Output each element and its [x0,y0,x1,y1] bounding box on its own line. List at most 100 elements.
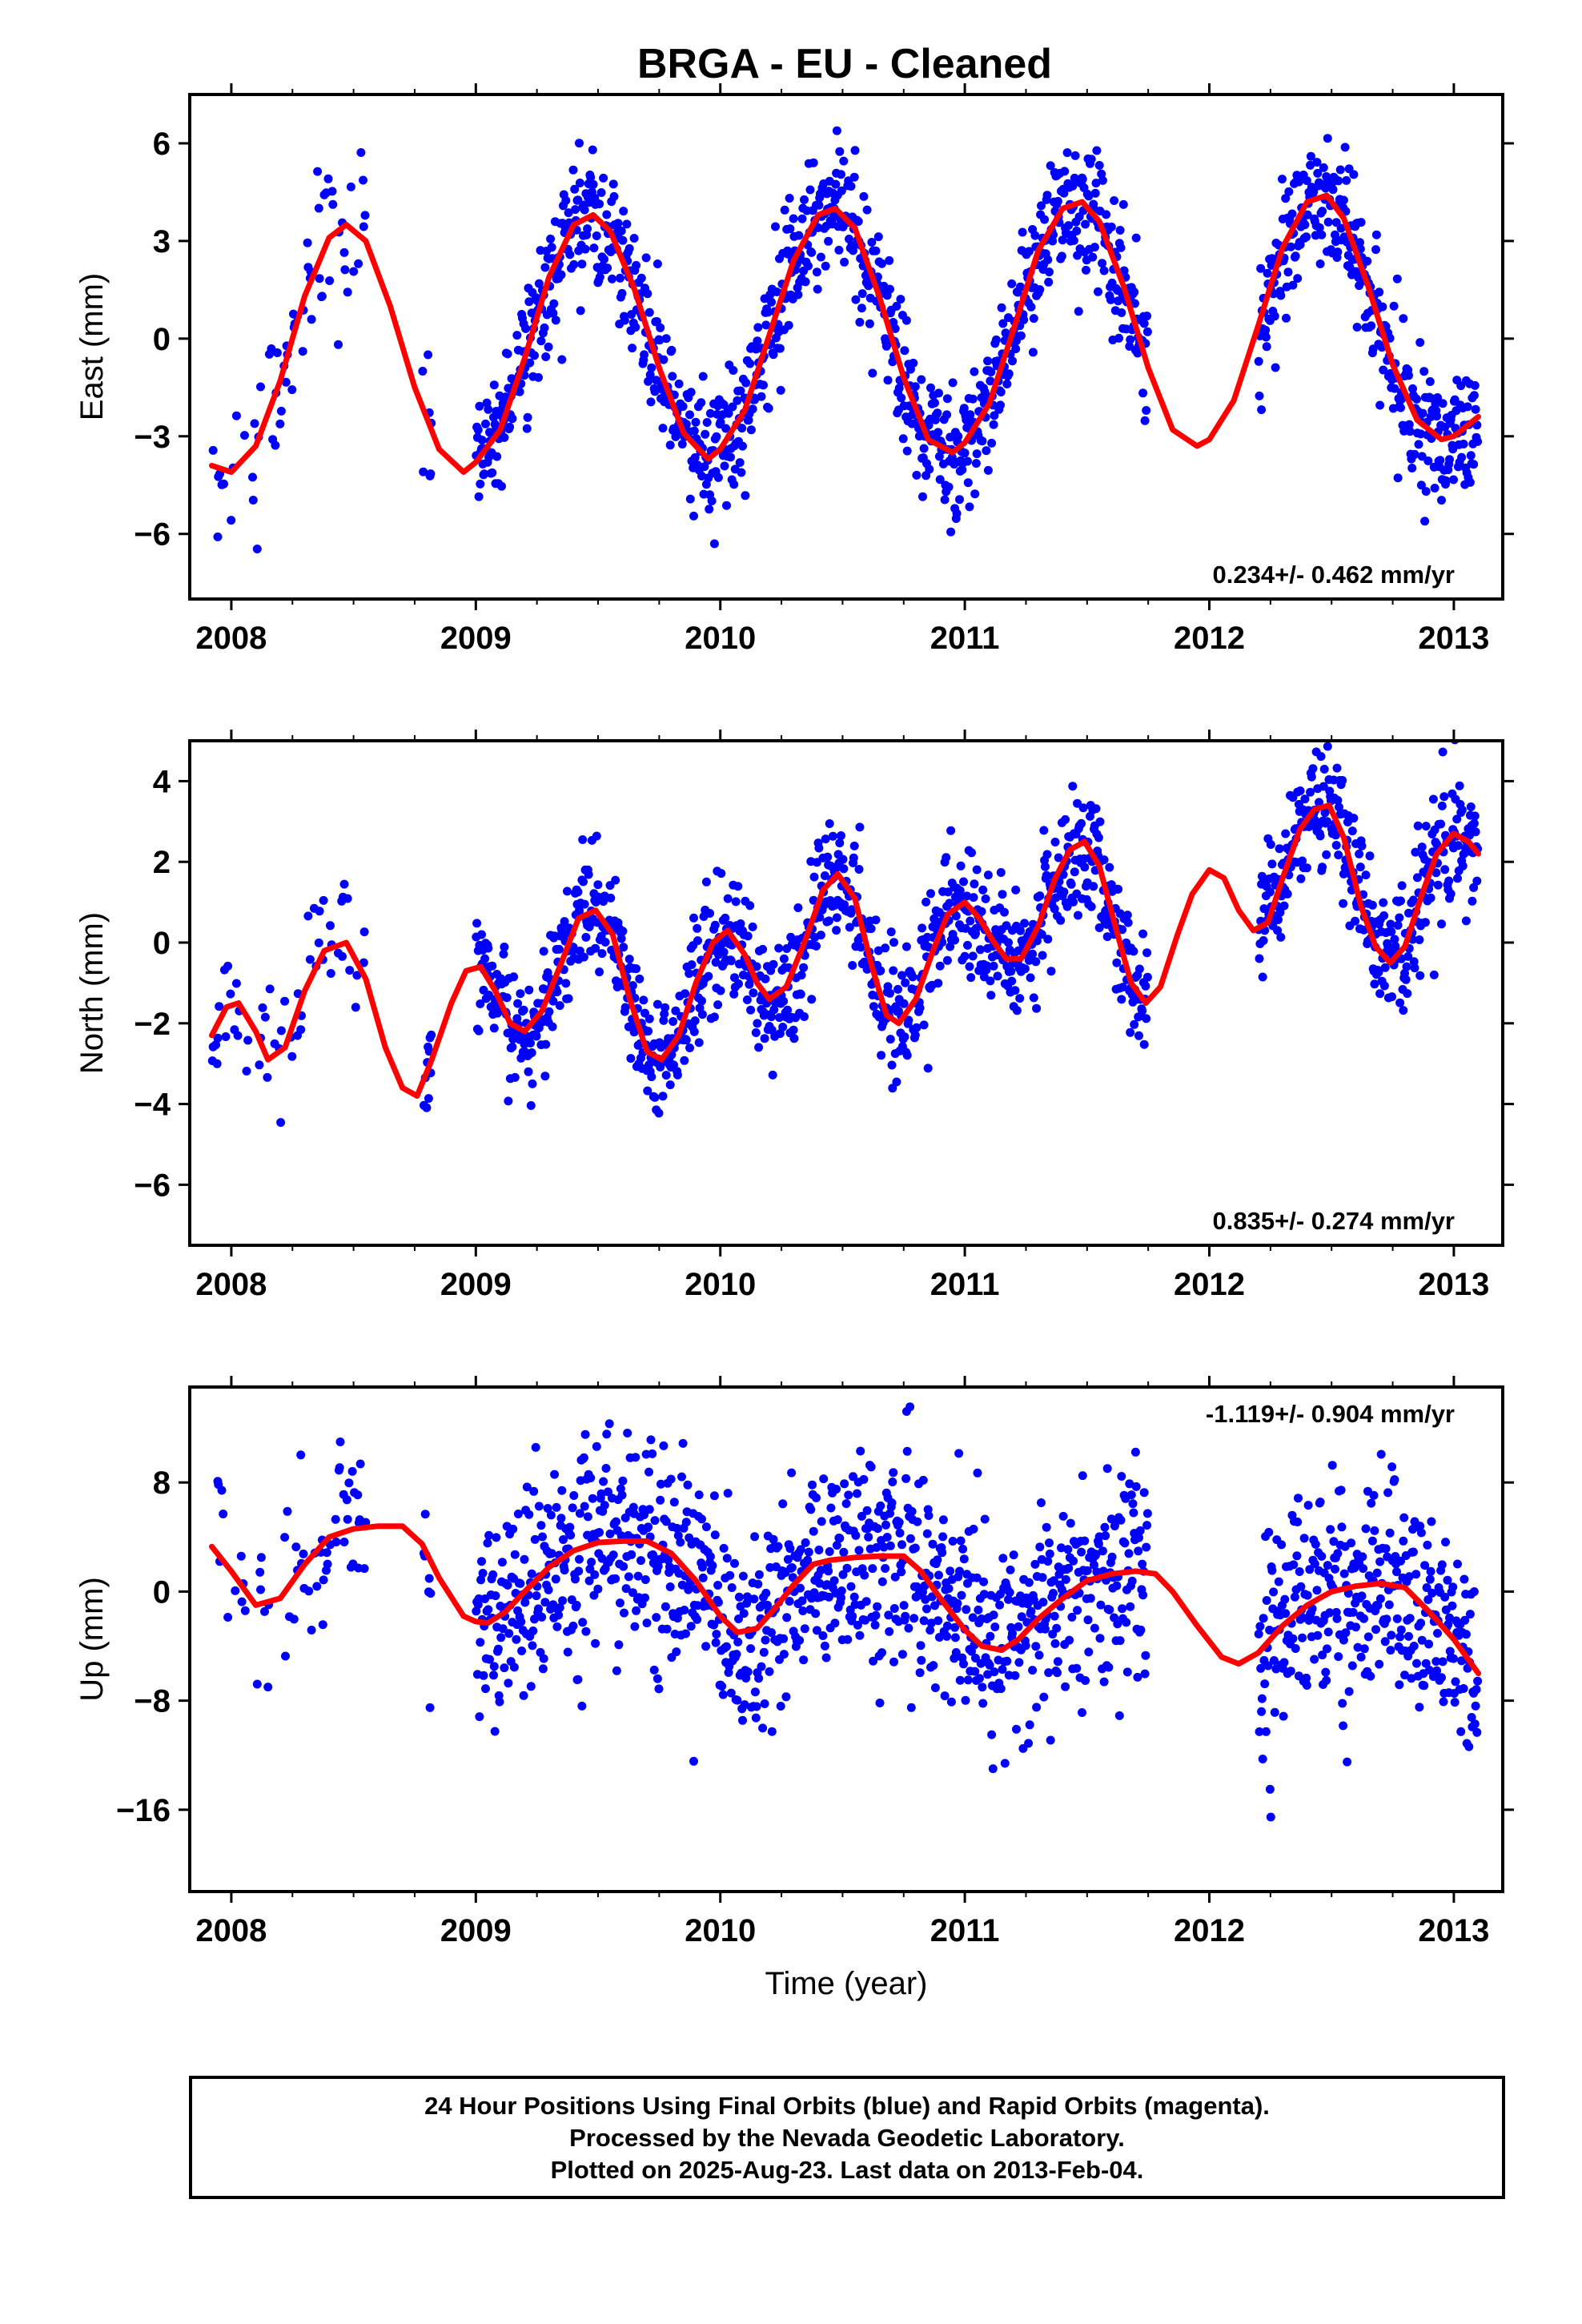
data-point [919,444,929,453]
data-point [1142,312,1152,321]
data-point [565,250,575,259]
data-point [987,438,997,448]
data-point [689,1756,698,1766]
data-point [705,505,714,514]
plot-frame-up [188,1385,1504,1893]
data-point [728,402,737,412]
data-point [1058,1511,1068,1521]
data-point [1293,274,1303,283]
data-point [1267,1566,1277,1575]
data-point [1361,870,1371,880]
data-point [1015,994,1025,1003]
data-point [1261,332,1271,342]
data-point [1441,1538,1450,1547]
data-point [1323,134,1332,143]
data-point [745,901,755,911]
data-point [1407,1674,1416,1683]
data-point [978,436,987,446]
data-point [1421,822,1431,831]
data-point [982,446,991,456]
data-point [824,1566,833,1576]
data-point [1375,287,1384,297]
data-point [915,1668,925,1678]
data-point [737,424,747,433]
data-point [713,472,723,482]
data-point [713,1000,723,1010]
data-point [754,1043,764,1052]
data-point [736,386,745,396]
data-point [838,1570,848,1579]
data-point [697,1514,706,1524]
data-point [722,1554,732,1563]
data-point [1004,369,1014,379]
data-point [1437,919,1446,929]
data-point [934,979,943,988]
data-point [862,1506,872,1515]
data-point [479,1671,488,1680]
data-point [960,951,970,961]
data-point [334,340,343,349]
data-point [1367,900,1377,910]
data-point [233,1031,243,1040]
data-point [1437,496,1446,505]
data-point [1094,923,1104,932]
data-point [1363,1632,1373,1642]
data-point [315,907,324,916]
data-point [1102,1464,1112,1474]
data-point [885,1035,895,1044]
data-point [962,891,972,901]
data-point [674,379,684,388]
data-point [861,1597,871,1606]
data-point [683,1480,693,1490]
data-point [640,1593,649,1602]
data-point [534,372,543,382]
data-point [864,1532,873,1542]
data-point [556,270,566,279]
data-point [1046,161,1055,171]
data-point [1126,1027,1135,1037]
data-point [630,1622,640,1631]
data-point [1279,1658,1289,1667]
data-point [356,148,366,157]
data-point [697,1562,707,1572]
data-point [1057,1543,1066,1553]
data-point [478,1569,488,1578]
y-tick-label: −8 [134,1684,171,1719]
data-point [620,1608,628,1618]
data-point [1426,1566,1435,1576]
data-point [1265,887,1275,897]
data-point [590,1570,600,1579]
data-point [976,1659,986,1668]
data-point [1375,1659,1384,1669]
data-point [938,1515,948,1525]
data-point [881,1564,890,1573]
data-point [500,943,509,951]
data-point [869,1002,878,1011]
data-point [845,923,854,932]
data-point [821,834,830,844]
data-point [1470,811,1480,821]
data-point [1408,895,1418,905]
rate-annotation-up: -1.119+/- 0.904 mm/yr [1206,1400,1455,1428]
data-point [1378,302,1387,312]
data-point [648,1550,657,1559]
data-point [255,1060,264,1070]
data-point [734,959,744,969]
data-point [1356,218,1366,227]
data-point [484,943,493,953]
data-point [901,942,911,951]
data-point [1374,967,1383,977]
data-point [837,1586,846,1595]
data-point [516,989,525,999]
x-tick-label: 2012 [1174,1913,1245,1948]
data-point [475,401,484,411]
data-point [424,350,433,360]
data-point [1416,429,1426,439]
data-point [296,1025,306,1035]
data-point [849,172,859,182]
data-point [281,377,291,387]
y-tick-label: 4 [153,764,171,799]
data-point [596,188,606,197]
data-point [1461,1630,1471,1639]
